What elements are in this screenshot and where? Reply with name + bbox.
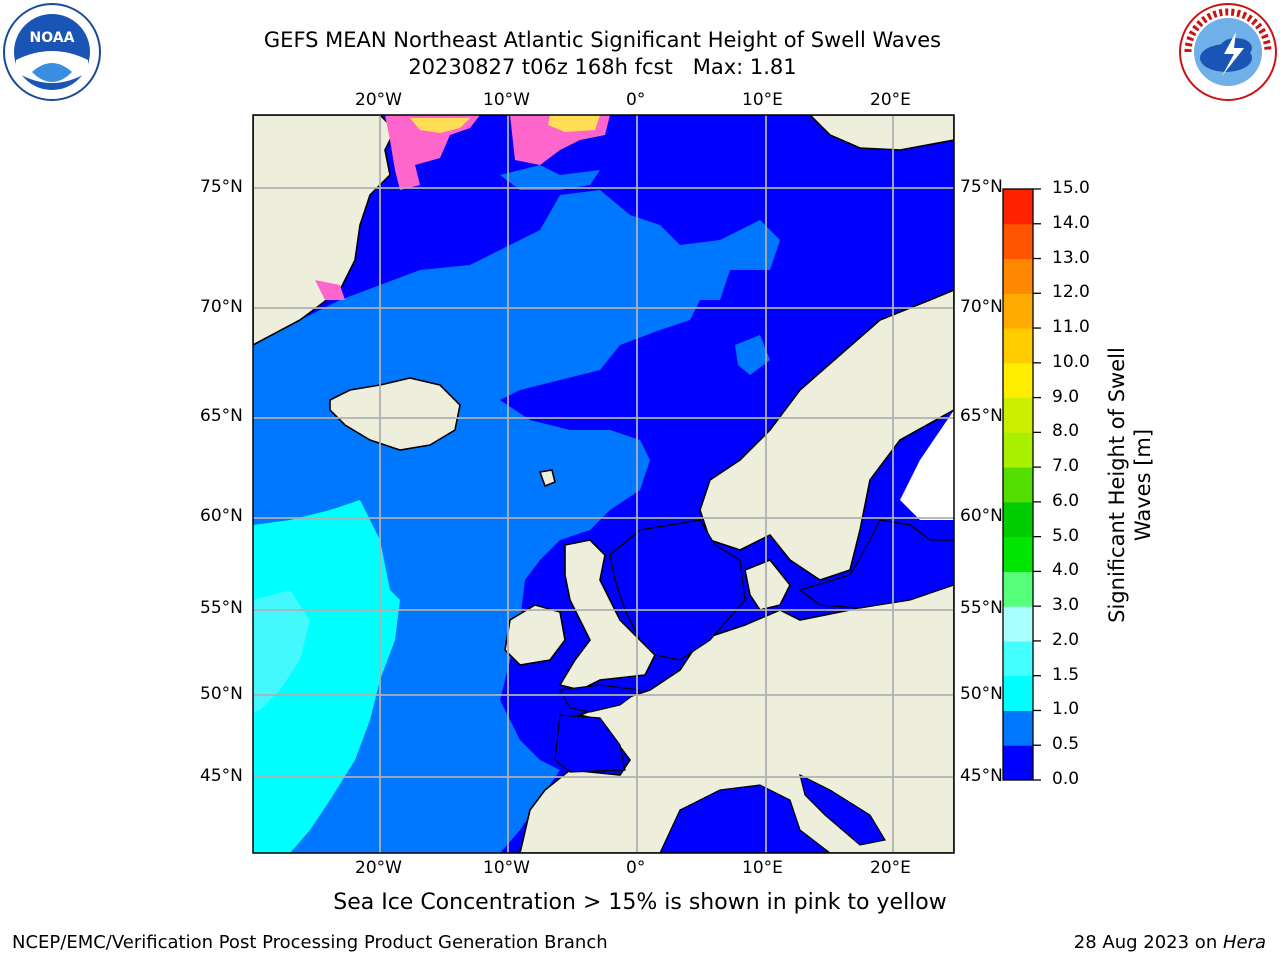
colorbar-tick-label: 7.0 bbox=[1052, 456, 1080, 477]
swell-band-0.5-1.0-north bbox=[500, 165, 600, 190]
sea-ice-greenland bbox=[385, 115, 480, 190]
lat-label-left: 60°N bbox=[200, 506, 243, 526]
lat-label-right: 70°N bbox=[960, 297, 1003, 317]
colorbar bbox=[1003, 188, 1041, 781]
lon-label-top: 10°E bbox=[742, 90, 783, 110]
footer-date: 28 Aug 2023 on Hera bbox=[1074, 932, 1266, 953]
noaa-logo-text: NOAA bbox=[30, 30, 75, 46]
colorbar-segment bbox=[1003, 675, 1033, 711]
colorbar-segment bbox=[1003, 362, 1033, 399]
colorbar-segment bbox=[1003, 571, 1033, 607]
footer-branch: NCEP/EMC/Verification Post Processing Pr… bbox=[12, 932, 608, 953]
swell-band-0.5-1.0-patch bbox=[735, 335, 770, 375]
colorbar-segment bbox=[1003, 467, 1033, 503]
lat-label-left: 45°N bbox=[200, 766, 243, 786]
lon-label-bottom: 0° bbox=[626, 858, 646, 878]
nws-logo bbox=[1179, 3, 1277, 101]
lat-label-left: 50°N bbox=[200, 684, 243, 704]
colorbar-tick-label: 5.0 bbox=[1052, 525, 1080, 546]
footer-date-text: 28 Aug 2023 on bbox=[1073, 932, 1223, 953]
colorbar-tick-label: 11.0 bbox=[1052, 317, 1090, 338]
map-layers bbox=[253, 115, 954, 853]
lon-label-top: 10°W bbox=[483, 90, 530, 110]
colorbar-tick-label: 8.0 bbox=[1052, 421, 1080, 442]
colorbar-segment bbox=[1003, 640, 1033, 677]
lat-label-left: 55°N bbox=[200, 598, 243, 618]
noaa-logo: NOAA bbox=[3, 3, 101, 101]
colorbar-segment bbox=[1003, 293, 1033, 329]
colorbar-frame bbox=[1002, 188, 1034, 781]
lon-label-bottom: 10°E bbox=[742, 858, 783, 878]
sea-channel bbox=[559, 684, 642, 713]
colorbar-tick-label: 0.5 bbox=[1052, 734, 1080, 755]
lat-label-right: 75°N bbox=[960, 177, 1003, 197]
lon-label-top: 0° bbox=[626, 90, 646, 110]
colorbar-segment bbox=[1003, 536, 1033, 572]
colorbar-tick-label: 15.0 bbox=[1052, 178, 1090, 198]
colorbar-tick-label: 13.0 bbox=[1052, 247, 1090, 268]
land-denmark bbox=[744, 559, 791, 611]
graticule bbox=[253, 115, 954, 853]
lon-label-bottom: 10°W bbox=[483, 858, 530, 878]
lon-label-top: 20°W bbox=[355, 90, 402, 110]
colorbar-segment bbox=[1003, 432, 1033, 468]
lat-label-right: 45°N bbox=[960, 766, 1003, 786]
land-masses bbox=[253, 115, 954, 853]
colorbar-segment bbox=[1003, 258, 1033, 294]
land-scandinavia bbox=[699, 289, 954, 581]
swell-band-1.5-2.0 bbox=[253, 590, 310, 712]
colorbar-tick-label: 1.5 bbox=[1052, 664, 1080, 685]
colorbar-tick-label: 10.0 bbox=[1052, 351, 1090, 372]
land-svalbard bbox=[808, 115, 954, 151]
colorbar-segment bbox=[1003, 606, 1033, 642]
land-faroe bbox=[538, 469, 556, 488]
colorbar-segment bbox=[1003, 328, 1033, 364]
colorbar-segment bbox=[1003, 397, 1033, 433]
colorbar-tick-label: 2.0 bbox=[1052, 629, 1080, 650]
colorbar-tick-label: 3.0 bbox=[1052, 595, 1080, 616]
sea-ice-caption: Sea Ice Concentration > 15% is shown in … bbox=[333, 890, 947, 915]
colorbar-segment bbox=[1003, 189, 1033, 225]
colorbar-tick-label: 6.0 bbox=[1052, 490, 1080, 511]
land-great-britain bbox=[558, 539, 656, 691]
swell-band-1.0-1.5 bbox=[253, 500, 400, 853]
chart-title: GEFS MEAN Northeast Atlantic Significant… bbox=[263, 28, 942, 52]
colorbar-tick-label: 14.0 bbox=[1052, 212, 1090, 233]
colorbar-tick-label: 12.0 bbox=[1052, 282, 1090, 303]
sea-ice-svalbard-west-yellow bbox=[548, 115, 600, 132]
lon-label-top: 20°E bbox=[870, 90, 911, 110]
lon-label-bottom: 20°E bbox=[870, 858, 911, 878]
lat-label-right: 50°N bbox=[960, 684, 1003, 704]
sea-ice-greenland-yellow bbox=[410, 118, 470, 133]
sea-biscay bbox=[554, 714, 626, 773]
lat-label-right: 65°N bbox=[960, 406, 1003, 426]
lon-label-bottom: 20°W bbox=[355, 858, 402, 878]
sea-baltic bbox=[798, 519, 954, 609]
colorbar-tick-label: 1.0 bbox=[1052, 699, 1080, 720]
chart-subtitle: 20230827 t06z 168h fcst Max: 1.81 bbox=[408, 55, 797, 79]
lat-label-right: 55°N bbox=[960, 598, 1003, 618]
sea-adriatic bbox=[799, 773, 886, 846]
sea-north-sea bbox=[609, 519, 746, 661]
land-finland bbox=[900, 410, 954, 520]
lat-label-right: 60°N bbox=[960, 506, 1003, 526]
lat-label-left: 65°N bbox=[200, 406, 243, 426]
lat-label-left: 75°N bbox=[200, 177, 243, 197]
sea-ice-greenland-south bbox=[315, 280, 345, 300]
colorbar-label: Significant Height of Swell Waves [m] bbox=[1105, 347, 1155, 623]
lat-label-left: 70°N bbox=[200, 297, 243, 317]
colorbar-tick-label: 9.0 bbox=[1052, 386, 1080, 407]
sea-mediterranean bbox=[659, 784, 831, 853]
colorbar-segment bbox=[1003, 501, 1033, 538]
colorbar-segment bbox=[1003, 223, 1033, 260]
map-frame bbox=[252, 114, 955, 854]
colorbar-segment bbox=[1003, 745, 1033, 781]
colorbar-tick-label: 4.0 bbox=[1052, 560, 1080, 581]
colorbar-segment bbox=[1003, 710, 1033, 746]
swell-band-0.5-1.0 bbox=[253, 190, 780, 853]
footer-host: Hera bbox=[1222, 932, 1266, 953]
colorbar-tick-label: 0.0 bbox=[1052, 769, 1080, 789]
